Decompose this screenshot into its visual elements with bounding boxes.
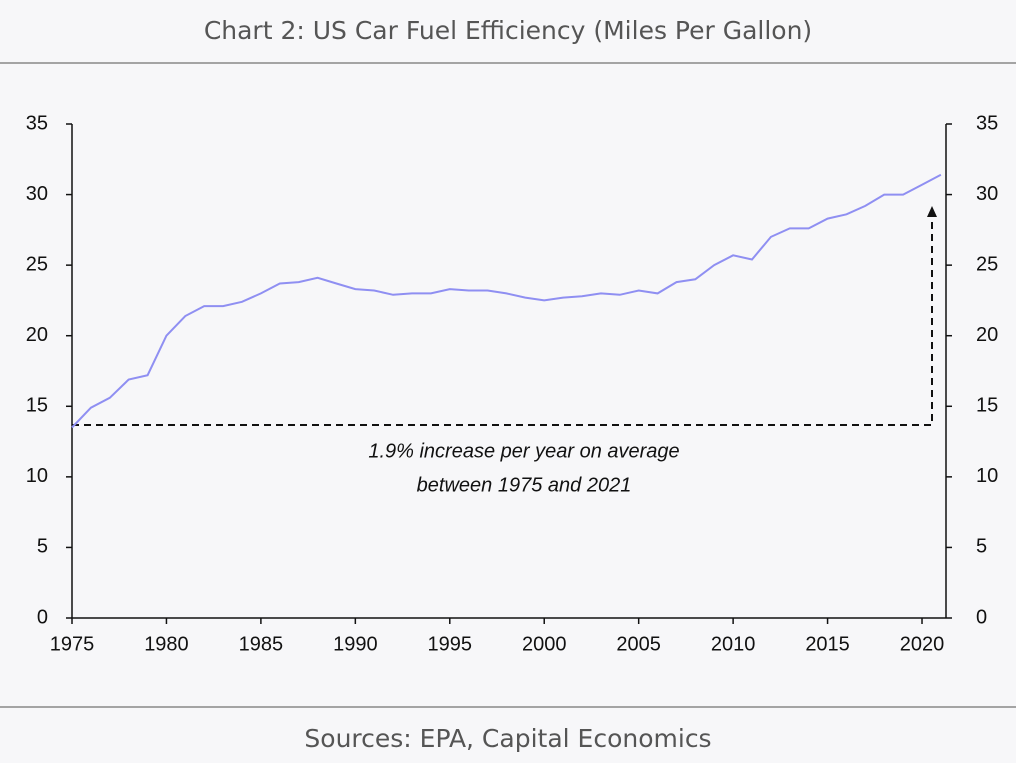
annotation: between 1975 and 2021: [417, 474, 632, 496]
data-line: [71, 173, 942, 429]
y-tick-label: 35: [26, 112, 48, 134]
y2-tick-label: 30: [976, 183, 998, 205]
x-tick-label: 1975: [50, 633, 95, 655]
y2-tick-label: 10: [976, 465, 998, 487]
x-tick-label: 1995: [428, 633, 473, 655]
y-tick-label: 5: [37, 536, 48, 558]
annotation-arrow: [927, 206, 937, 217]
x-tick-label: 1985: [239, 633, 284, 655]
y2-tick-label: 5: [976, 536, 987, 558]
x-tick-label: 1980: [144, 633, 189, 655]
y-tick-label: 15: [26, 395, 48, 417]
x-tick-label: 2000: [522, 633, 567, 655]
y2-tick-label: 25: [976, 253, 998, 275]
x-tick-label: 1990: [333, 633, 378, 655]
chart-title: Chart 2: US Car Fuel Efficiency (Miles P…: [204, 16, 812, 45]
y2-tick-label: 35: [976, 112, 998, 134]
y-tick-label: 10: [26, 465, 48, 487]
x-tick-label: 2005: [616, 633, 661, 655]
y-tick-label: 30: [26, 183, 48, 205]
y-tick-label: 20: [26, 324, 48, 346]
y2-tick-label: 20: [976, 324, 998, 346]
y2-tick-label: 0: [976, 606, 987, 628]
x-tick-label: 2015: [805, 633, 850, 655]
x-tick-label: 2010: [711, 633, 756, 655]
source: Sources: EPA, Capital Economics: [304, 724, 711, 753]
annotation: 1.9% increase per year on average: [368, 440, 679, 462]
y-tick-label: 0: [37, 606, 48, 628]
annotation-line: [72, 214, 933, 426]
y-tick-label: 25: [26, 253, 48, 275]
y2-tick-label: 15: [976, 395, 998, 417]
x-tick-label: 2020: [900, 633, 945, 655]
